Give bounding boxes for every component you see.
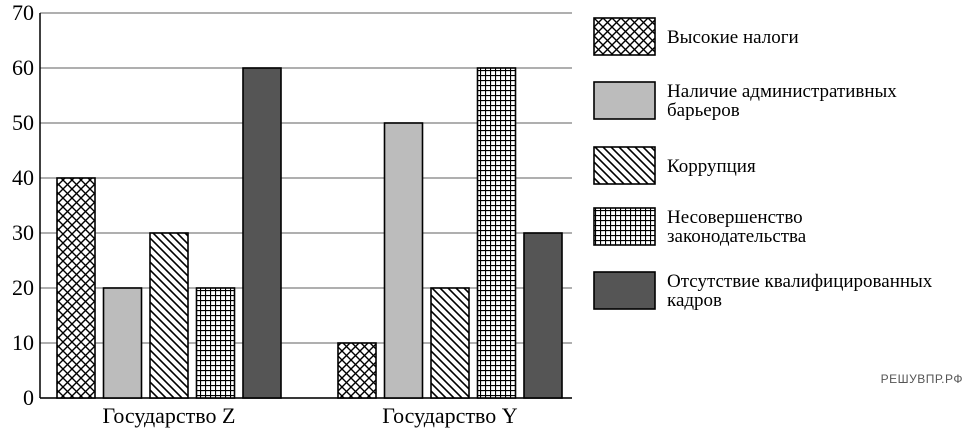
legend-swatch xyxy=(593,271,656,310)
legend-label: Отсутствие квалифицированных кадров xyxy=(667,271,933,311)
watermark: РЕШУВПР.РФ xyxy=(880,372,963,386)
legend-swatch xyxy=(593,17,656,56)
bar xyxy=(337,342,377,399)
legend-label: Высокие налоги xyxy=(667,27,799,48)
y-tick-label: 60 xyxy=(12,55,34,80)
y-tick-label: 20 xyxy=(12,275,34,300)
legend-swatch xyxy=(593,146,656,185)
y-tick-label: 10 xyxy=(12,330,34,355)
bar xyxy=(56,177,96,399)
legend-swatch xyxy=(593,207,656,246)
bar xyxy=(195,287,236,399)
bar xyxy=(523,232,563,399)
bar xyxy=(149,232,189,399)
legend-label: Наличие административных барьеров xyxy=(667,81,897,121)
bar xyxy=(242,67,282,399)
y-tick-label: 70 xyxy=(12,0,34,25)
y-tick-label: 30 xyxy=(12,220,34,245)
bar xyxy=(430,287,470,399)
bars xyxy=(56,67,563,399)
x-category-label: Государство Y xyxy=(382,403,517,428)
legend-label: Коррупция xyxy=(667,156,756,177)
x-category-label: Государство Z xyxy=(103,403,236,428)
bar xyxy=(383,122,424,399)
y-tick-label: 0 xyxy=(23,385,34,410)
bar xyxy=(476,67,517,399)
legend-swatch xyxy=(593,81,656,120)
y-tick-label: 40 xyxy=(12,165,34,190)
y-tick-label: 50 xyxy=(12,110,34,135)
x-axis: Государство Z Государство Y xyxy=(103,403,518,428)
legend: Высокие налоги Наличие административных ба… xyxy=(593,17,933,311)
legend-label: Несовершенство законодательства xyxy=(667,207,807,247)
bar xyxy=(102,287,143,399)
